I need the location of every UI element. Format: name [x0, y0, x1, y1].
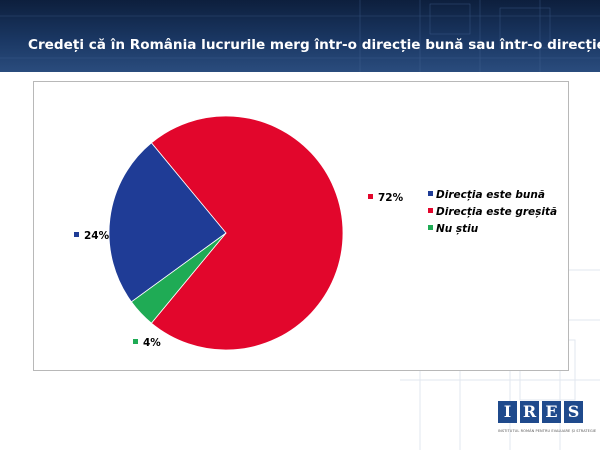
data-label: 4% — [143, 337, 161, 349]
legend-entry: Nu știu — [436, 223, 479, 235]
header-decoration — [0, 0, 600, 72]
pie-chart: 72% 4% 24% Direcția este bună Direcția este … — [74, 115, 557, 351]
pie-slice — [150, 115, 344, 351]
data-label-marker — [74, 232, 79, 237]
data-label-marker — [368, 194, 373, 199]
pie-slice — [108, 142, 227, 303]
logo-letter: I — [498, 401, 517, 423]
data-label-marker — [133, 339, 138, 344]
legend-swatch — [428, 208, 433, 213]
legend-swatch — [428, 191, 433, 196]
header-banner: Credeți că în România lucrurile merg înt… — [0, 0, 600, 72]
data-label: 24% — [84, 230, 110, 242]
legend-entry: Direcția este greșită — [436, 206, 557, 218]
logo-tagline: INSTITUTUL ROMÂN PENTRU EVALUARE ȘI STRA… — [498, 429, 597, 433]
ires-logo: I R E S INSTITUTUL ROMÂN PENTRU EVALUARE… — [498, 401, 597, 441]
legend-swatch — [428, 225, 433, 230]
page-title: Credeți că în România lucrurile merg înt… — [28, 37, 600, 53]
logo-letter: S — [564, 401, 583, 423]
data-label: 72% — [378, 192, 404, 204]
legend-entry: Direcția este bună — [436, 189, 545, 201]
logo-letter: R — [520, 401, 539, 423]
chart-frame: 72% 4% 24% Direcția este bună Direcția este … — [33, 81, 569, 371]
logo-letter: E — [542, 401, 561, 423]
